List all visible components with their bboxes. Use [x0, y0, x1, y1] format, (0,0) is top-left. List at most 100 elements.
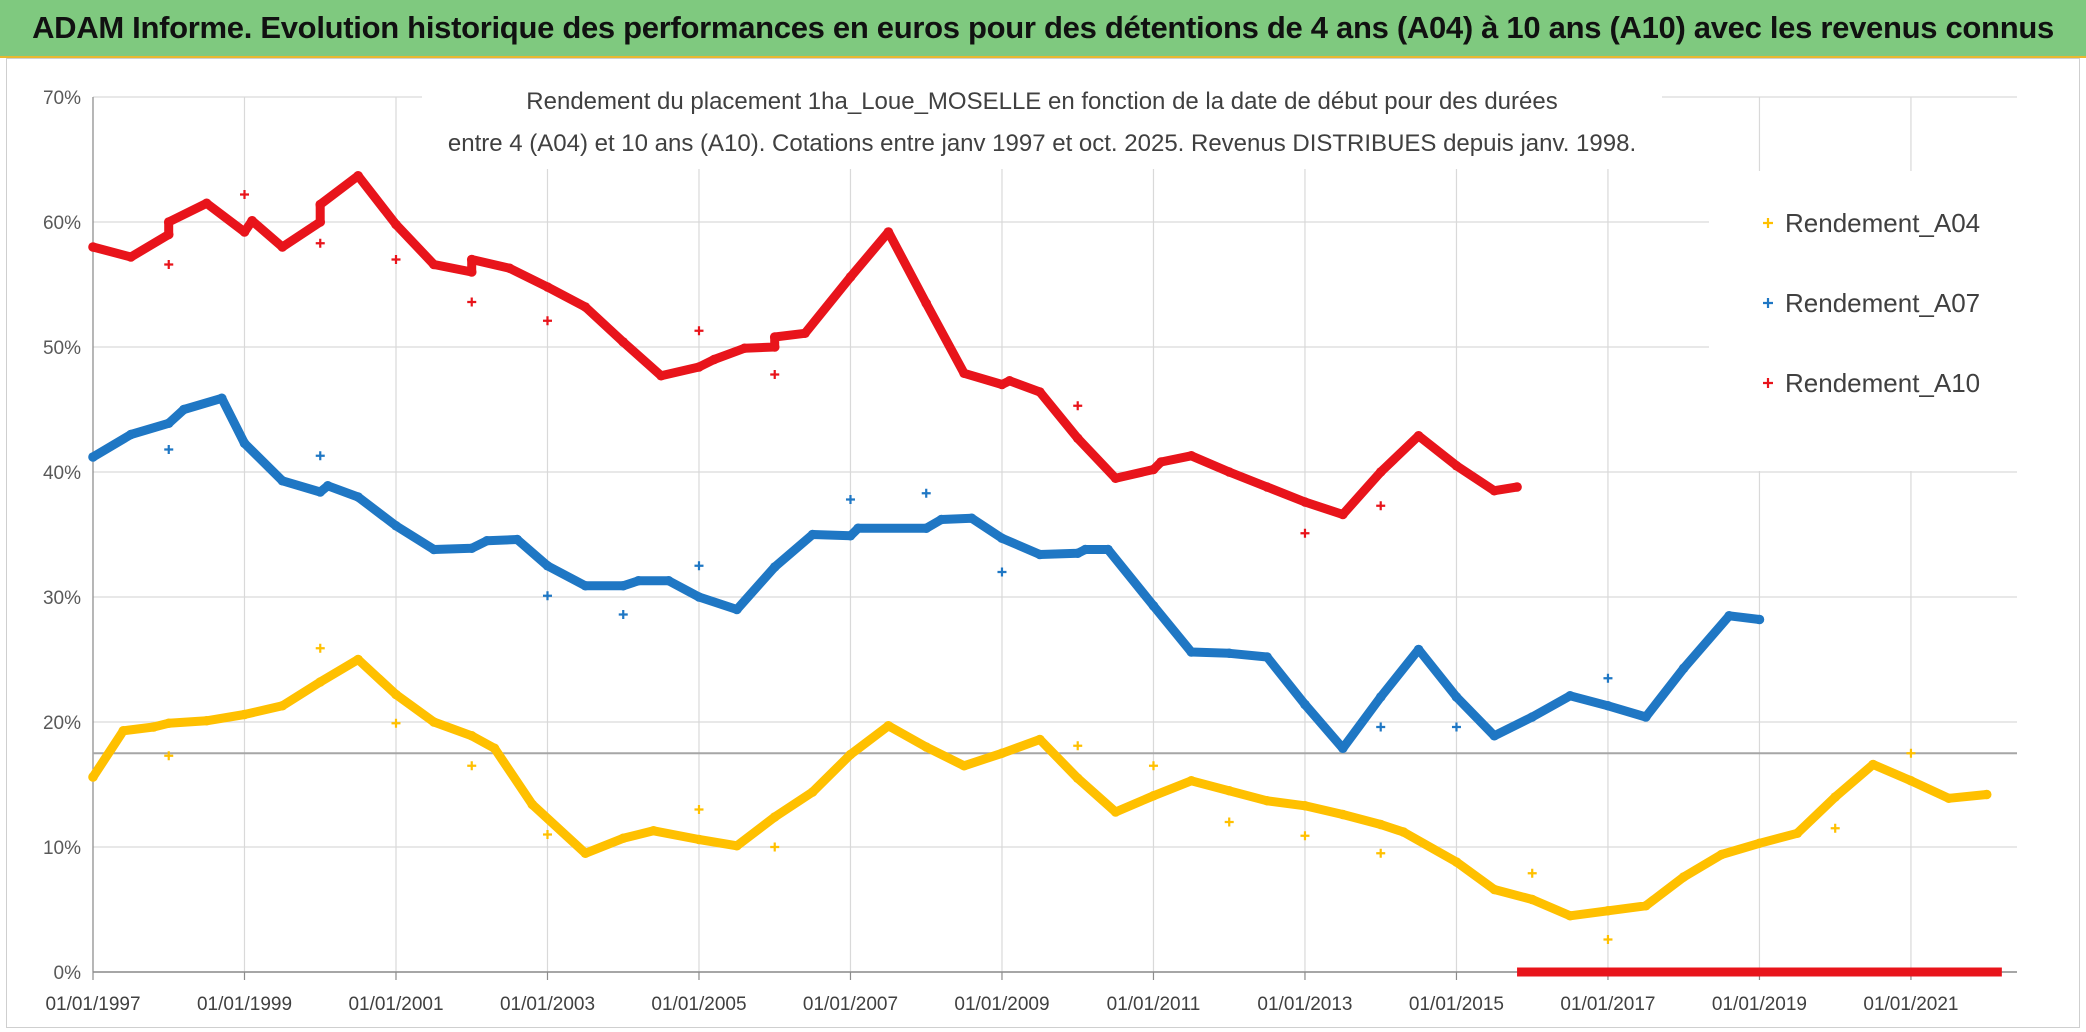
data-point	[1186, 775, 1197, 786]
data-point	[1527, 894, 1538, 905]
data-point	[1565, 910, 1575, 921]
data-point	[239, 227, 250, 237]
data-point	[1035, 387, 1045, 397]
data-point	[580, 302, 591, 312]
performance-chart: 0% 10% 20% 30% 40% 50% 60% 70% 01/01/1997 01/01/1…	[43, 65, 2019, 1015]
outlier-point	[1376, 848, 1386, 858]
data-point	[1338, 509, 1348, 520]
data-point	[482, 535, 492, 546]
y-tick-label: 10%	[43, 838, 81, 859]
data-point	[1103, 544, 1113, 555]
data-point	[1527, 712, 1538, 722]
data-point	[845, 530, 856, 541]
data-point	[315, 217, 326, 227]
data-point	[1080, 544, 1091, 555]
data-point	[1338, 809, 1348, 820]
data-point	[997, 533, 1007, 544]
data-point	[391, 219, 401, 230]
data-point	[466, 543, 477, 554]
data-point	[694, 592, 704, 602]
data-point	[88, 772, 98, 782]
data-point	[853, 523, 863, 534]
data-point	[512, 534, 522, 545]
data-point	[1716, 849, 1727, 860]
data-point	[88, 242, 98, 252]
legend-background	[1709, 171, 2019, 471]
data-point	[489, 743, 500, 754]
data-point	[323, 480, 333, 491]
data-point	[997, 379, 1007, 390]
data-point	[1981, 789, 1992, 800]
legend-label: Rendement_A04	[1785, 208, 1980, 238]
data-point	[633, 575, 644, 586]
data-point	[1754, 614, 1765, 625]
data-point	[1792, 828, 1803, 839]
data-point	[1375, 819, 1386, 830]
x-tick-label: 01/01/2011	[1107, 994, 1201, 1015]
legend-label: Rendement_A10	[1785, 368, 1980, 398]
outlier-point	[1073, 401, 1083, 411]
series-line-Rendement_A10	[88, 171, 1522, 519]
data-point	[239, 438, 250, 449]
outlier-point	[542, 830, 552, 839]
series-line-Rendement_A07	[88, 393, 1764, 753]
y-tick-label: 60%	[43, 213, 81, 234]
data-point	[163, 418, 174, 429]
data-point	[845, 272, 856, 282]
data-point	[429, 544, 439, 555]
y-tick-label: 70%	[43, 88, 81, 109]
data-point	[315, 199, 326, 210]
data-point	[163, 718, 174, 729]
data-point	[277, 700, 288, 711]
x-tick-label: 01/01/2013	[1257, 994, 1352, 1015]
data-point	[959, 760, 969, 771]
data-point	[694, 362, 704, 372]
x-tick-label: 01/01/2017	[1560, 994, 1655, 1015]
data-point	[1451, 857, 1462, 867]
outlier-point	[164, 445, 174, 454]
outlier-point	[164, 751, 174, 761]
outlier-point	[315, 643, 325, 653]
outlier-point	[239, 190, 249, 199]
x-tick-label: 01/01/2005	[651, 994, 746, 1015]
series-line-Rendement_A04	[88, 655, 1992, 921]
data-point	[845, 749, 856, 760]
y-tick-label: 20%	[43, 713, 81, 734]
data-point	[1413, 430, 1424, 441]
x-tick-label: 01/01/2015	[1409, 994, 1504, 1015]
data-point	[391, 520, 401, 531]
data-point	[1110, 473, 1121, 484]
outlier-point	[467, 297, 477, 307]
data-point	[883, 720, 894, 731]
data-point	[1603, 905, 1613, 916]
legend-marker	[1763, 298, 1773, 308]
data-point	[353, 492, 363, 502]
data-point	[709, 354, 719, 365]
outlier-point	[542, 316, 552, 326]
x-tick-label: 01/01/2019	[1712, 994, 1807, 1015]
data-point	[1451, 460, 1462, 471]
data-point	[1375, 692, 1386, 702]
outlier-point	[845, 495, 855, 504]
data-point	[1512, 482, 1522, 492]
data-point	[126, 429, 136, 440]
outlier-point	[542, 591, 552, 601]
data-point	[800, 328, 810, 339]
outlier-point	[1300, 831, 1310, 841]
y-tick-label: 0%	[54, 963, 82, 984]
report-title: ADAM Informe. Evolution historique des p…	[32, 10, 2054, 101]
data-point	[1072, 773, 1083, 784]
data-point	[1148, 790, 1159, 801]
data-point	[1489, 730, 1500, 741]
data-point	[1072, 433, 1083, 444]
outlier-point	[1148, 761, 1158, 771]
data-point	[1300, 497, 1310, 507]
outlier-point	[1830, 823, 1840, 833]
data-point	[1413, 644, 1424, 655]
data-point	[239, 709, 250, 720]
data-point	[201, 715, 212, 726]
data-point	[883, 227, 894, 237]
outlier-point	[1300, 528, 1310, 538]
outlier-point	[694, 805, 704, 814]
chart-frame: 0% 10% 20% 30% 40% 50% 60% 70% 01/01/1997 01/01/1…	[6, 58, 2080, 1028]
